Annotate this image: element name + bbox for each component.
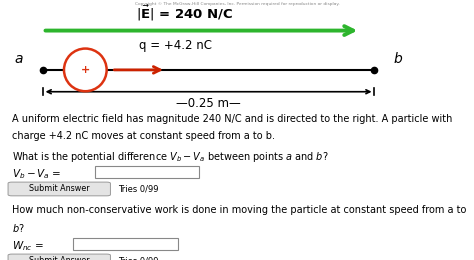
Ellipse shape — [64, 49, 107, 91]
FancyBboxPatch shape — [8, 254, 110, 260]
FancyBboxPatch shape — [8, 182, 110, 196]
Text: Tries 0/99: Tries 0/99 — [118, 256, 159, 260]
Text: $|\mathbf{\vec{E}}|$ = 240 N/C: $|\mathbf{\vec{E}}|$ = 240 N/C — [136, 3, 234, 23]
FancyBboxPatch shape — [73, 238, 178, 250]
Text: charge +4.2 nC moves at constant speed from a to b.: charge +4.2 nC moves at constant speed f… — [12, 131, 275, 141]
Text: A uniform electric field has magnitude 240 N/C and is directed to the right. A p: A uniform electric field has magnitude 2… — [12, 114, 452, 124]
Text: What is the potential difference $V_b - V_a$ between points $a$ and $b$?: What is the potential difference $V_b - … — [12, 150, 328, 164]
Text: a: a — [15, 51, 23, 66]
Text: Submit Answer: Submit Answer — [29, 256, 90, 260]
Text: Tries 0/99: Tries 0/99 — [118, 185, 159, 193]
Text: Submit Answer: Submit Answer — [29, 185, 90, 193]
Text: —0.25 m—: —0.25 m— — [176, 97, 241, 110]
Text: +: + — [81, 65, 90, 75]
Text: Copyright © The McGraw-Hill Companies, Inc. Permission required for reproduction: Copyright © The McGraw-Hill Companies, I… — [135, 2, 339, 6]
Text: $W_{nc}$ =: $W_{nc}$ = — [12, 239, 44, 253]
Text: $b$?: $b$? — [12, 222, 25, 234]
FancyBboxPatch shape — [95, 166, 199, 178]
Text: b: b — [394, 51, 402, 66]
Text: How much non-conservative work is done in moving the particle at constant speed : How much non-conservative work is done i… — [12, 205, 466, 215]
Text: q = +4.2 nC: q = +4.2 nC — [139, 40, 212, 53]
Text: $V_b - V_a$ =: $V_b - V_a$ = — [12, 167, 61, 181]
